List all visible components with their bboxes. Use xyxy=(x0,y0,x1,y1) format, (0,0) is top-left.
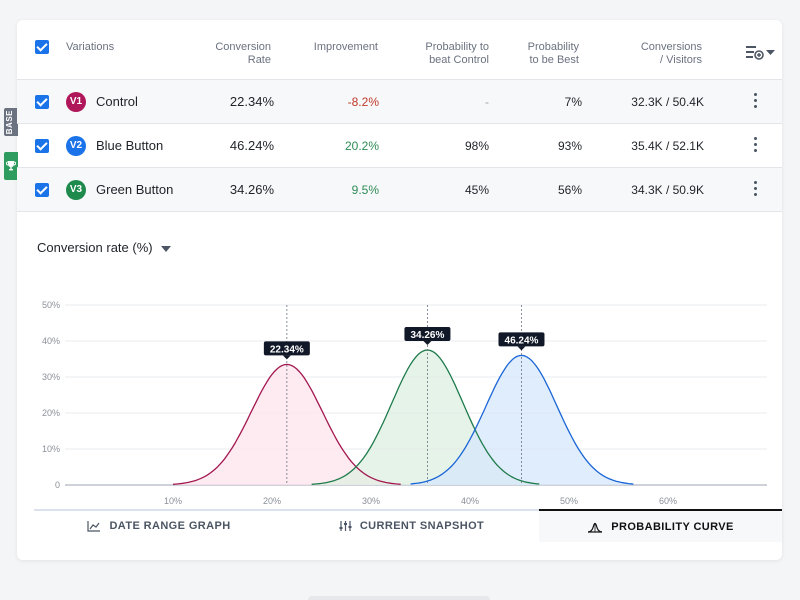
series-area xyxy=(410,355,634,485)
y-tick-label: 30% xyxy=(42,372,60,382)
prob-beat-value: 45% xyxy=(464,183,489,197)
y-tick-label: 10% xyxy=(42,444,60,454)
header-prob-beat-line2: beat Control xyxy=(429,54,489,66)
peak-label: 46.24% xyxy=(505,335,539,346)
conversion-rate-value: 22.34% xyxy=(229,94,274,109)
improvement-value: -8.2% xyxy=(347,95,379,109)
column-settings-icon xyxy=(746,46,775,60)
sliders-icon xyxy=(339,521,352,532)
variation-name: Control xyxy=(96,94,138,109)
x-tick-label: 50% xyxy=(560,496,578,506)
peak-label: 34.26% xyxy=(410,330,444,341)
conversion-rate-value: 34.26% xyxy=(229,182,274,197)
variation-badge: V1 xyxy=(66,92,86,112)
series-line xyxy=(410,354,634,485)
base-tag-label: BASE xyxy=(5,110,14,135)
header-prob-beat-control[interactable]: Probability to beat Control xyxy=(400,41,489,67)
tab-current-snapshot[interactable]: CURRENT SNAPSHOT xyxy=(284,511,539,544)
prob-beat-value: 98% xyxy=(464,139,489,153)
base-tag: BASE xyxy=(4,108,18,136)
peak-label-pointer xyxy=(282,355,291,360)
series-area xyxy=(173,364,401,485)
prob-best-value: 93% xyxy=(557,139,582,153)
chevron-down-icon xyxy=(160,245,171,252)
row-checkbox[interactable] xyxy=(35,183,49,197)
y-tick-label: 20% xyxy=(42,408,60,418)
row-checkbox[interactable] xyxy=(35,95,49,109)
x-tick-label: 30% xyxy=(362,496,380,506)
y-tick-label: 40% xyxy=(42,336,60,346)
tab-label: PROBABILITY CURVE xyxy=(611,521,734,533)
prob-best-value: 7% xyxy=(564,95,582,109)
peak-label-box xyxy=(263,341,310,356)
header-conversion-rate-line2: Rate xyxy=(247,54,271,66)
variation-name: Green Button xyxy=(96,182,174,197)
variation-badge: V3 xyxy=(66,180,86,200)
header-conv-line2: / Visitors xyxy=(660,54,702,66)
table-row-control[interactable]: V1 Control 22.34% -8.2% - 7% 32.3K / 50.… xyxy=(17,80,782,124)
conversions-visitors-value: 34.3K / 50.9K xyxy=(631,183,704,197)
metric-selector[interactable]: Conversion rate (%) xyxy=(37,240,171,255)
row-menu-button[interactable] xyxy=(754,93,758,111)
header-prob-beat-line1: Probability to xyxy=(425,41,489,53)
table-row-blue-button[interactable]: V2 Blue Button 46.24% 20.2% 98% 93% 35.4… xyxy=(17,124,782,168)
results-card: Variations Conversion Rate Improvement P… xyxy=(4,20,782,560)
row-menu-button[interactable] xyxy=(754,137,758,155)
peak-label: 22.34% xyxy=(270,344,304,355)
header-improvement[interactable]: Improvement xyxy=(313,41,378,53)
table-row-green-button[interactable]: V3 Green Button 34.26% 9.5% 45% 56% 34.3… xyxy=(17,168,782,212)
probability-curve-chart: 0 10% 20% 30% 40% 50% 10% 20% 30% 40% 50% 60% 22.34%… xyxy=(42,300,767,506)
trophy-icon xyxy=(5,161,17,171)
x-tick-label: 60% xyxy=(659,496,677,506)
header-prob-best-line1: Probability xyxy=(527,41,579,53)
x-tick-label: 10% xyxy=(164,496,182,506)
table-header: Variations Conversion Rate Improvement P… xyxy=(17,20,782,80)
conversion-rate-value: 46.24% xyxy=(229,138,274,153)
variation-name: Blue Button xyxy=(96,138,164,153)
prob-beat-value: - xyxy=(485,95,489,109)
y-tick-label: 0 xyxy=(55,480,60,490)
improvement-value: 20.2% xyxy=(344,139,379,153)
header-conv-line1: Conversions xyxy=(640,41,702,53)
conversions-visitors-value: 35.4K / 52.1K xyxy=(631,139,704,153)
row-checkbox[interactable] xyxy=(35,139,49,153)
header-conversions-visitors[interactable]: Conversions / Visitors xyxy=(612,41,702,67)
header-variations: Variations xyxy=(66,41,115,53)
bell-curve-icon xyxy=(588,522,603,533)
x-tick-label: 40% xyxy=(461,496,479,506)
header-conversion-rate[interactable]: Conversion Rate xyxy=(197,41,271,67)
metric-selector-label: Conversion rate (%) xyxy=(37,240,153,255)
view-tabs: DATE RANGE GRAPH CURRENT SNAPSHOT PROBAB… xyxy=(34,509,782,542)
x-tick-label: 20% xyxy=(263,496,281,506)
bottom-scroll-indicator xyxy=(308,596,490,600)
line-chart-icon xyxy=(87,521,101,532)
tab-probability-curve[interactable]: PROBABILITY CURVE xyxy=(539,509,782,542)
peak-label-pointer xyxy=(423,341,432,345)
y-tick-label: 50% xyxy=(42,300,60,310)
tab-label: CURRENT SNAPSHOT xyxy=(359,520,485,532)
improvement-value: 9.5% xyxy=(351,183,379,197)
header-prob-best-line2: to be Best xyxy=(529,54,579,66)
winner-tag xyxy=(4,152,18,180)
tab-date-range-graph[interactable]: DATE RANGE GRAPH xyxy=(34,511,284,544)
series-line xyxy=(311,349,540,485)
select-all-checkbox[interactable] xyxy=(35,40,49,54)
peak-label-box xyxy=(404,327,451,341)
header-conversion-rate-line1: Conversion xyxy=(215,41,271,53)
tab-label: DATE RANGE GRAPH xyxy=(109,520,231,532)
prob-best-value: 56% xyxy=(557,183,582,197)
conversions-visitors-value: 32.3K / 50.4K xyxy=(631,95,704,109)
peak-label-box xyxy=(498,332,545,347)
row-menu-button[interactable] xyxy=(754,181,758,199)
variation-badge: V2 xyxy=(66,136,86,156)
header-prob-best[interactable]: Probability to be Best xyxy=(507,41,579,67)
peak-label-pointer xyxy=(517,346,526,351)
series-line xyxy=(172,363,401,485)
column-settings-button[interactable] xyxy=(745,44,777,60)
